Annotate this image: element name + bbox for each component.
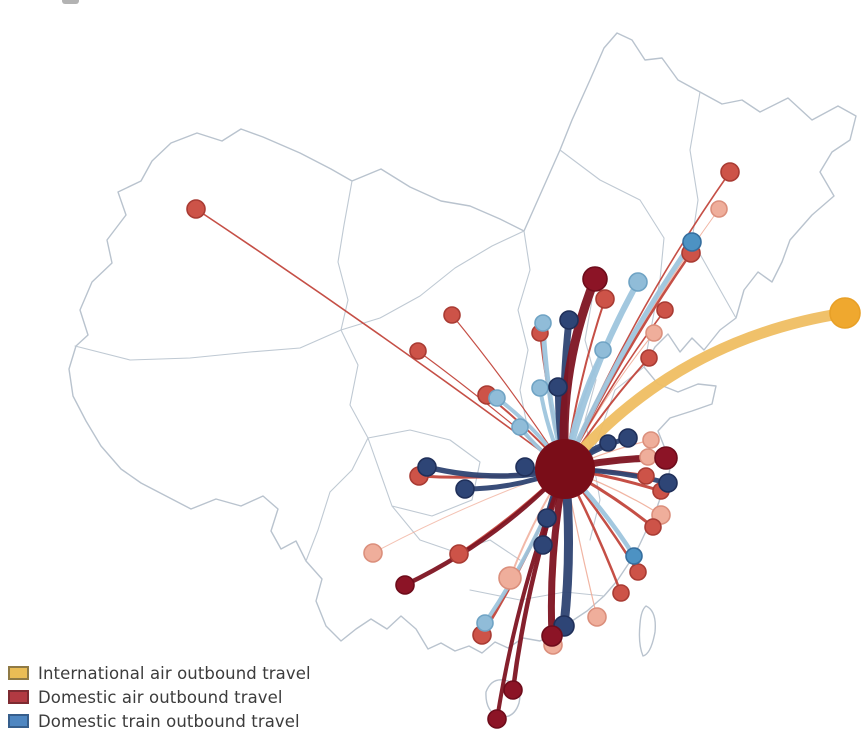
flow-endpoint-domestic-air: [487, 709, 507, 729]
legend-item-domestic-air: Domestic air outbound travel: [8, 687, 311, 707]
flow-endpoint-domestic-train: [599, 434, 617, 452]
legend-item-domestic-train: Domestic train outbound travel: [8, 711, 311, 731]
legend-label-domestic-air: Domestic air outbound travel: [38, 687, 283, 707]
flow-endpoint-domestic-air: [395, 575, 415, 595]
legend-swatch-international-air-icon: [8, 666, 29, 680]
flow-endpoint-domestic-train: [594, 341, 612, 359]
flow-line-domestic-air: [195, 208, 566, 470]
flow-endpoint-domestic-train: [515, 457, 535, 477]
flow-endpoint-domestic-train: [533, 535, 553, 555]
legend-item-international-air: International air outbound travel: [8, 663, 311, 683]
flow-endpoint-domestic-air: [363, 543, 383, 563]
flow-endpoint-domestic-air: [498, 566, 522, 590]
flow-endpoint-domestic-air: [503, 680, 523, 700]
legend-label-domestic-train: Domestic train outbound travel: [38, 711, 300, 731]
flow-endpoint-domestic-train: [476, 614, 494, 632]
flow-endpoint-domestic-air: [710, 200, 728, 218]
flow-line-domestic-train: [562, 239, 695, 472]
flow-endpoint-domestic-air: [720, 162, 740, 182]
flow-line-international-air: [559, 307, 851, 475]
flow-endpoint-domestic-train: [488, 389, 506, 407]
flow-endpoint-domestic-air: [443, 306, 461, 324]
flow-endpoint-domestic-air: [640, 349, 658, 367]
flow-endpoint-domestic-train: [625, 547, 643, 565]
hub-layer: [535, 439, 595, 499]
flow-endpoint-domestic-air: [639, 448, 657, 466]
legend-swatch-domestic-train-icon: [8, 714, 29, 728]
flow-endpoint-domestic-train: [559, 310, 579, 330]
flow-endpoint-domestic-air: [642, 431, 660, 449]
flow-endpoint-domestic-air: [645, 324, 663, 342]
flow-endpoints-layer: [186, 162, 861, 729]
flow-lines-layer: [195, 171, 851, 721]
flow-endpoint-domestic-air: [644, 518, 662, 536]
flow-endpoint-domestic-train: [628, 272, 648, 292]
flow-endpoint-domestic-train: [618, 428, 638, 448]
legend-swatch-domestic-air-icon: [8, 690, 29, 704]
flow-endpoint-domestic-train: [511, 418, 529, 436]
flow-endpoint-domestic-train: [548, 377, 568, 397]
flow-endpoint-domestic-air: [587, 607, 607, 627]
hub-city-marker: [535, 439, 595, 499]
flow-endpoint-domestic-air: [409, 342, 427, 360]
flow-endpoint-domestic-train: [531, 379, 549, 397]
flow-endpoint-domestic-air: [629, 563, 647, 581]
flow-endpoint-domestic-air: [449, 544, 469, 564]
flow-endpoint-domestic-train: [417, 457, 437, 477]
legend: International air outbound travel Domest…: [8, 663, 311, 731]
flow-endpoint-domestic-train: [658, 473, 678, 493]
province-borders: [74, 91, 737, 601]
flow-endpoint-domestic-air: [186, 199, 206, 219]
flow-endpoint-domestic-air: [637, 467, 655, 485]
legend-label-international-air: International air outbound travel: [38, 663, 311, 683]
flow-endpoint-domestic-train: [455, 479, 475, 499]
flow-endpoint-domestic-train: [682, 232, 702, 252]
flow-endpoint-domestic-train: [537, 508, 557, 528]
flow-endpoint-domestic-air: [582, 266, 608, 292]
flow-endpoint-domestic-train: [534, 314, 552, 332]
taiwan-island-outline: [638, 605, 656, 657]
flow-endpoint-international-air: [829, 297, 861, 329]
flow-endpoint-domestic-air: [654, 446, 678, 470]
china-map-outline: [68, 32, 857, 718]
flow-endpoint-domestic-air: [612, 584, 630, 602]
flow-endpoint-domestic-air: [656, 301, 674, 319]
flow-line-domestic-air: [495, 467, 567, 721]
flow-endpoint-domestic-air: [541, 625, 563, 647]
cropped-text-remnant: [62, 0, 79, 4]
flow-endpoint-domestic-air: [595, 289, 615, 309]
